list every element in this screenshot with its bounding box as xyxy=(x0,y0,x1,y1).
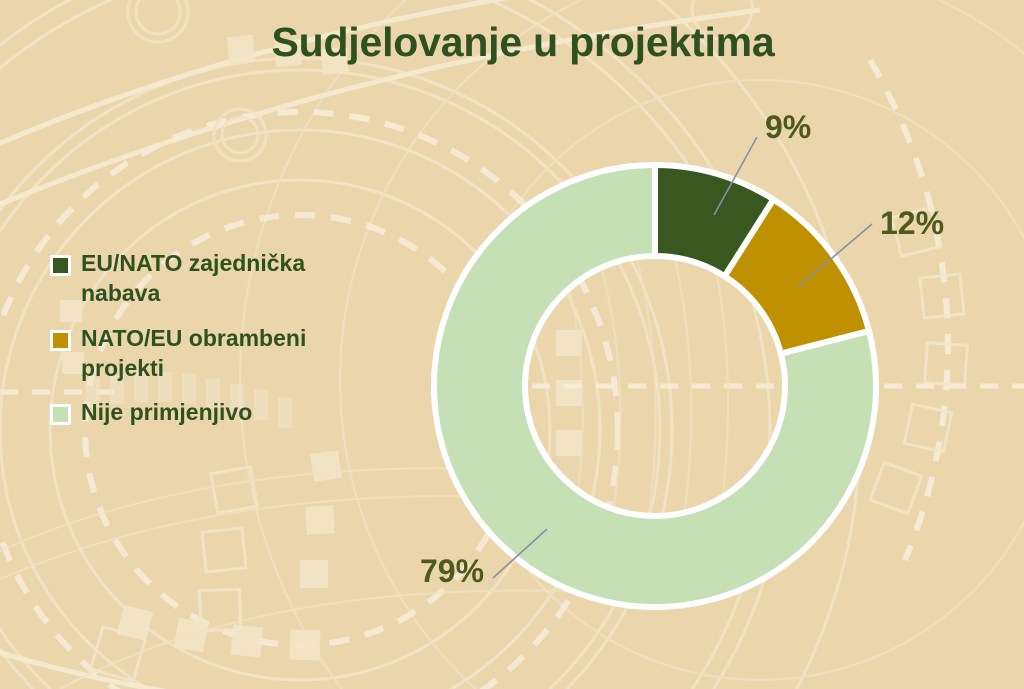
legend-item[interactable]: NATO/EU obrambeni projekti xyxy=(50,323,380,384)
leader-line-0 xyxy=(713,136,758,216)
leader-line-1 xyxy=(797,223,873,288)
page-title: Sudjelovanje u projektima xyxy=(271,19,775,65)
data-label-nato-eu-obrambeni-projekti: 12% xyxy=(880,205,945,241)
data-label-eu-nato-zajednicka-nabava: 9% xyxy=(765,109,812,145)
leader-lines xyxy=(492,136,873,579)
legend-item[interactable]: EU/NATO zajednička nabava xyxy=(50,248,380,309)
donut-slices[interactable] xyxy=(431,162,879,610)
leader-line-2 xyxy=(492,528,548,579)
data-label-nije-primjenjivo: 79% xyxy=(420,553,485,589)
chart-legend[interactable]: EU/NATO zajednička nabava NATO/EU obrambe… xyxy=(50,248,380,442)
legend-item-label: EU/NATO zajednička nabava xyxy=(81,250,306,307)
legend-swatch-eu-nato-zajednicka-nabava xyxy=(50,255,71,276)
legend-swatch-nije-primjenjivo xyxy=(50,404,71,426)
legend-item-label: Nije primjenjivo xyxy=(81,399,253,426)
legend-item[interactable]: Nije primjenjivo xyxy=(50,397,380,427)
legend-item-label: NATO/EU obrambeni projekti xyxy=(81,324,307,382)
legend-swatch-nato-eu-obrambeni-projekti xyxy=(50,329,71,351)
donut-slice[interactable] xyxy=(431,162,879,610)
